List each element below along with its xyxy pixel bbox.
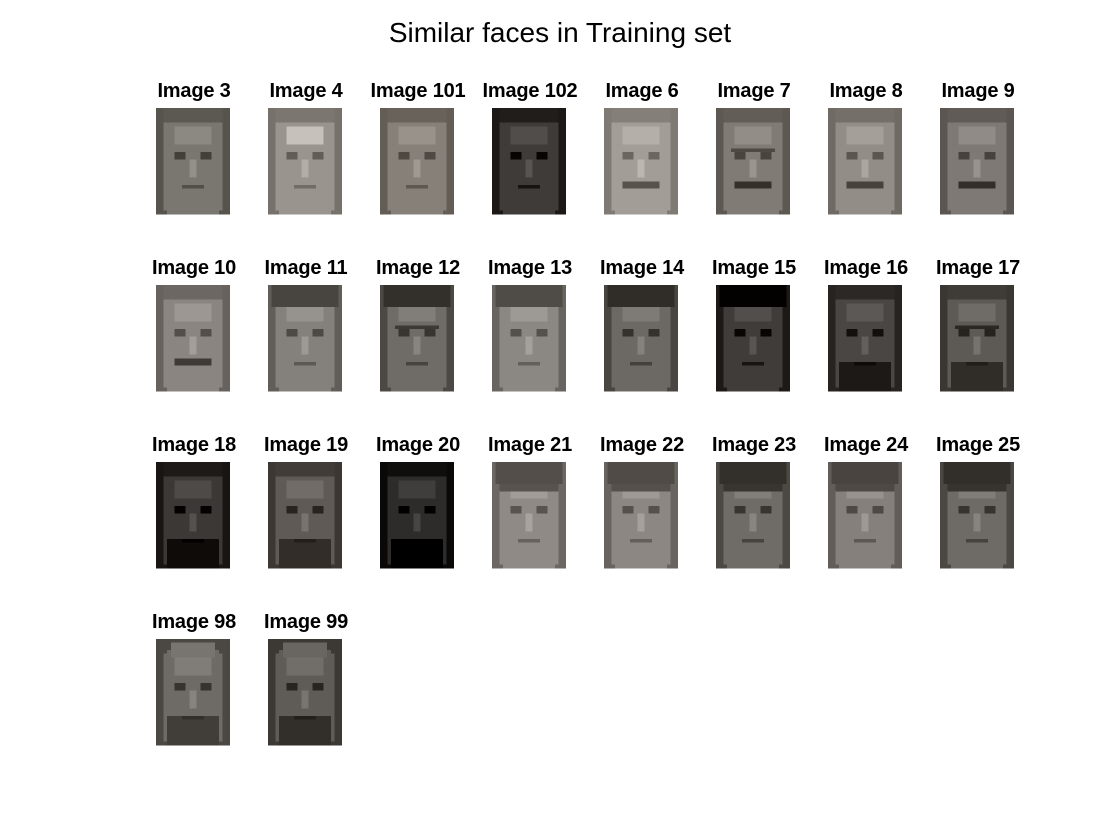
face-tile: Image 22 xyxy=(586,434,698,574)
face-label: Image 98 xyxy=(151,611,236,633)
face-image xyxy=(268,462,342,572)
face-label: Image 11 xyxy=(264,257,348,279)
face-tile: Image 11 xyxy=(250,257,362,397)
face-tile: Image 19 xyxy=(250,434,362,574)
face-tile: Image 18 xyxy=(138,434,250,574)
face-label: Image 13 xyxy=(487,257,572,279)
face-label: Image 19 xyxy=(263,434,348,456)
face-image xyxy=(716,462,790,572)
face-image xyxy=(156,108,230,218)
face-tile: Image 16 xyxy=(810,257,922,397)
face-image xyxy=(268,639,342,749)
face-label: Image 8 xyxy=(829,80,903,102)
face-image xyxy=(380,108,454,218)
face-tile: Image 98 xyxy=(138,611,250,751)
face-image xyxy=(156,462,230,572)
face-label: Image 20 xyxy=(375,434,460,456)
face-label: Image 102 xyxy=(482,80,578,102)
face-image xyxy=(828,285,902,395)
face-label: Image 10 xyxy=(151,257,236,279)
face-tile: Image 4 xyxy=(250,80,362,220)
face-image xyxy=(828,108,902,218)
face-tile: Image 99 xyxy=(250,611,362,751)
face-label: Image 23 xyxy=(711,434,796,456)
face-label: Image 101 xyxy=(370,80,466,102)
face-image xyxy=(604,285,678,395)
face-tile: Image 6 xyxy=(586,80,698,220)
face-image xyxy=(604,462,678,572)
face-label: Image 4 xyxy=(269,80,343,102)
face-image xyxy=(604,108,678,218)
face-image xyxy=(380,462,454,572)
face-label: Image 21 xyxy=(487,434,572,456)
face-label: Image 9 xyxy=(941,80,1015,102)
face-tile: Image 24 xyxy=(810,434,922,574)
face-label: Image 18 xyxy=(151,434,236,456)
face-image xyxy=(156,639,230,749)
face-label: Image 15 xyxy=(711,257,796,279)
face-tile: Image 101 xyxy=(362,80,474,220)
face-label: Image 24 xyxy=(823,434,908,456)
face-image xyxy=(156,285,230,395)
face-image xyxy=(492,462,566,572)
face-tile: Image 12 xyxy=(362,257,474,397)
face-image xyxy=(716,108,790,218)
face-image xyxy=(716,285,790,395)
face-tile: Image 7 xyxy=(698,80,810,220)
face-image xyxy=(940,108,1014,218)
face-image xyxy=(380,285,454,395)
face-image xyxy=(268,108,342,218)
face-tile: Image 15 xyxy=(698,257,810,397)
face-label: Image 7 xyxy=(717,80,791,102)
face-tile: Image 9 xyxy=(922,80,1034,220)
face-image xyxy=(492,285,566,395)
face-tile: Image 20 xyxy=(362,434,474,574)
face-image xyxy=(268,285,342,395)
face-tile: Image 102 xyxy=(474,80,586,220)
face-tile: Image 25 xyxy=(922,434,1034,574)
face-label: Image 99 xyxy=(263,611,348,633)
face-label: Image 17 xyxy=(935,257,1020,279)
face-image xyxy=(940,285,1014,395)
face-tile: Image 14 xyxy=(586,257,698,397)
face-label: Image 22 xyxy=(599,434,684,456)
face-tile: Image 3 xyxy=(138,80,250,220)
face-label: Image 16 xyxy=(823,257,908,279)
face-tile: Image 10 xyxy=(138,257,250,397)
face-label: Image 6 xyxy=(605,80,679,102)
face-label: Image 25 xyxy=(935,434,1020,456)
face-tile: Image 17 xyxy=(922,257,1034,397)
face-tile: Image 23 xyxy=(698,434,810,574)
face-label: Image 12 xyxy=(375,257,460,279)
face-label: Image 3 xyxy=(157,80,231,102)
face-tile: Image 13 xyxy=(474,257,586,397)
face-tile: Image 8 xyxy=(810,80,922,220)
figure-title: Similar faces in Training set xyxy=(388,17,732,48)
face-label: Image 14 xyxy=(599,257,684,279)
face-image xyxy=(828,462,902,572)
face-tile: Image 21 xyxy=(474,434,586,574)
face-image xyxy=(940,462,1014,572)
face-image xyxy=(492,108,566,218)
